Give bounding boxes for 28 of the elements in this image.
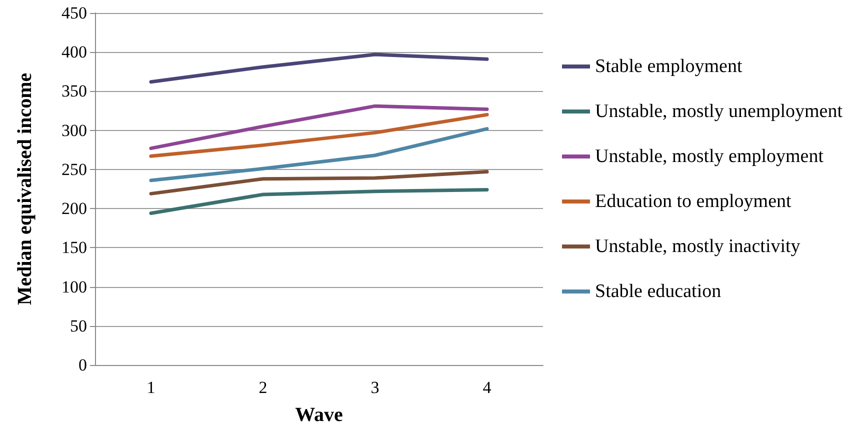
y-tick-label: 450	[62, 4, 87, 22]
x-axis-title: Wave	[295, 404, 344, 426]
y-tick-label: 400	[62, 42, 87, 62]
y-tick-label: 300	[62, 120, 87, 140]
legend-label: Unstable, mostly unemployment	[595, 101, 844, 122]
legend-label: Stable education	[595, 281, 722, 302]
y-tick-label: 100	[62, 277, 87, 296]
legend-label: Unstable, mostly employment	[595, 146, 824, 167]
y-tick-label: 200	[62, 199, 87, 218]
legend-label: Unstable, mostly inactivity	[595, 236, 801, 257]
x-tick-label: 4	[482, 378, 492, 397]
line-series	[149, 170, 489, 196]
line-series	[149, 112, 489, 158]
line-series	[149, 52, 489, 84]
y-tick-label: 350	[62, 82, 87, 101]
legend-label: Education to employment	[595, 191, 792, 212]
line-series	[149, 104, 489, 150]
y-tick-label: 250	[62, 160, 87, 179]
x-tick-label: 1	[146, 378, 156, 397]
y-tick-label: 150	[62, 238, 87, 258]
legend-label: Stable employment	[595, 56, 743, 77]
x-tick-label: 2	[258, 378, 268, 397]
x-tick-label: 3	[370, 378, 380, 397]
line-series	[149, 127, 489, 182]
y-axis-title: Median equivalised income	[14, 72, 36, 306]
y-tick-label: 0	[78, 356, 87, 374]
y-tick-label: 50	[70, 316, 87, 336]
line-series	[149, 188, 489, 215]
